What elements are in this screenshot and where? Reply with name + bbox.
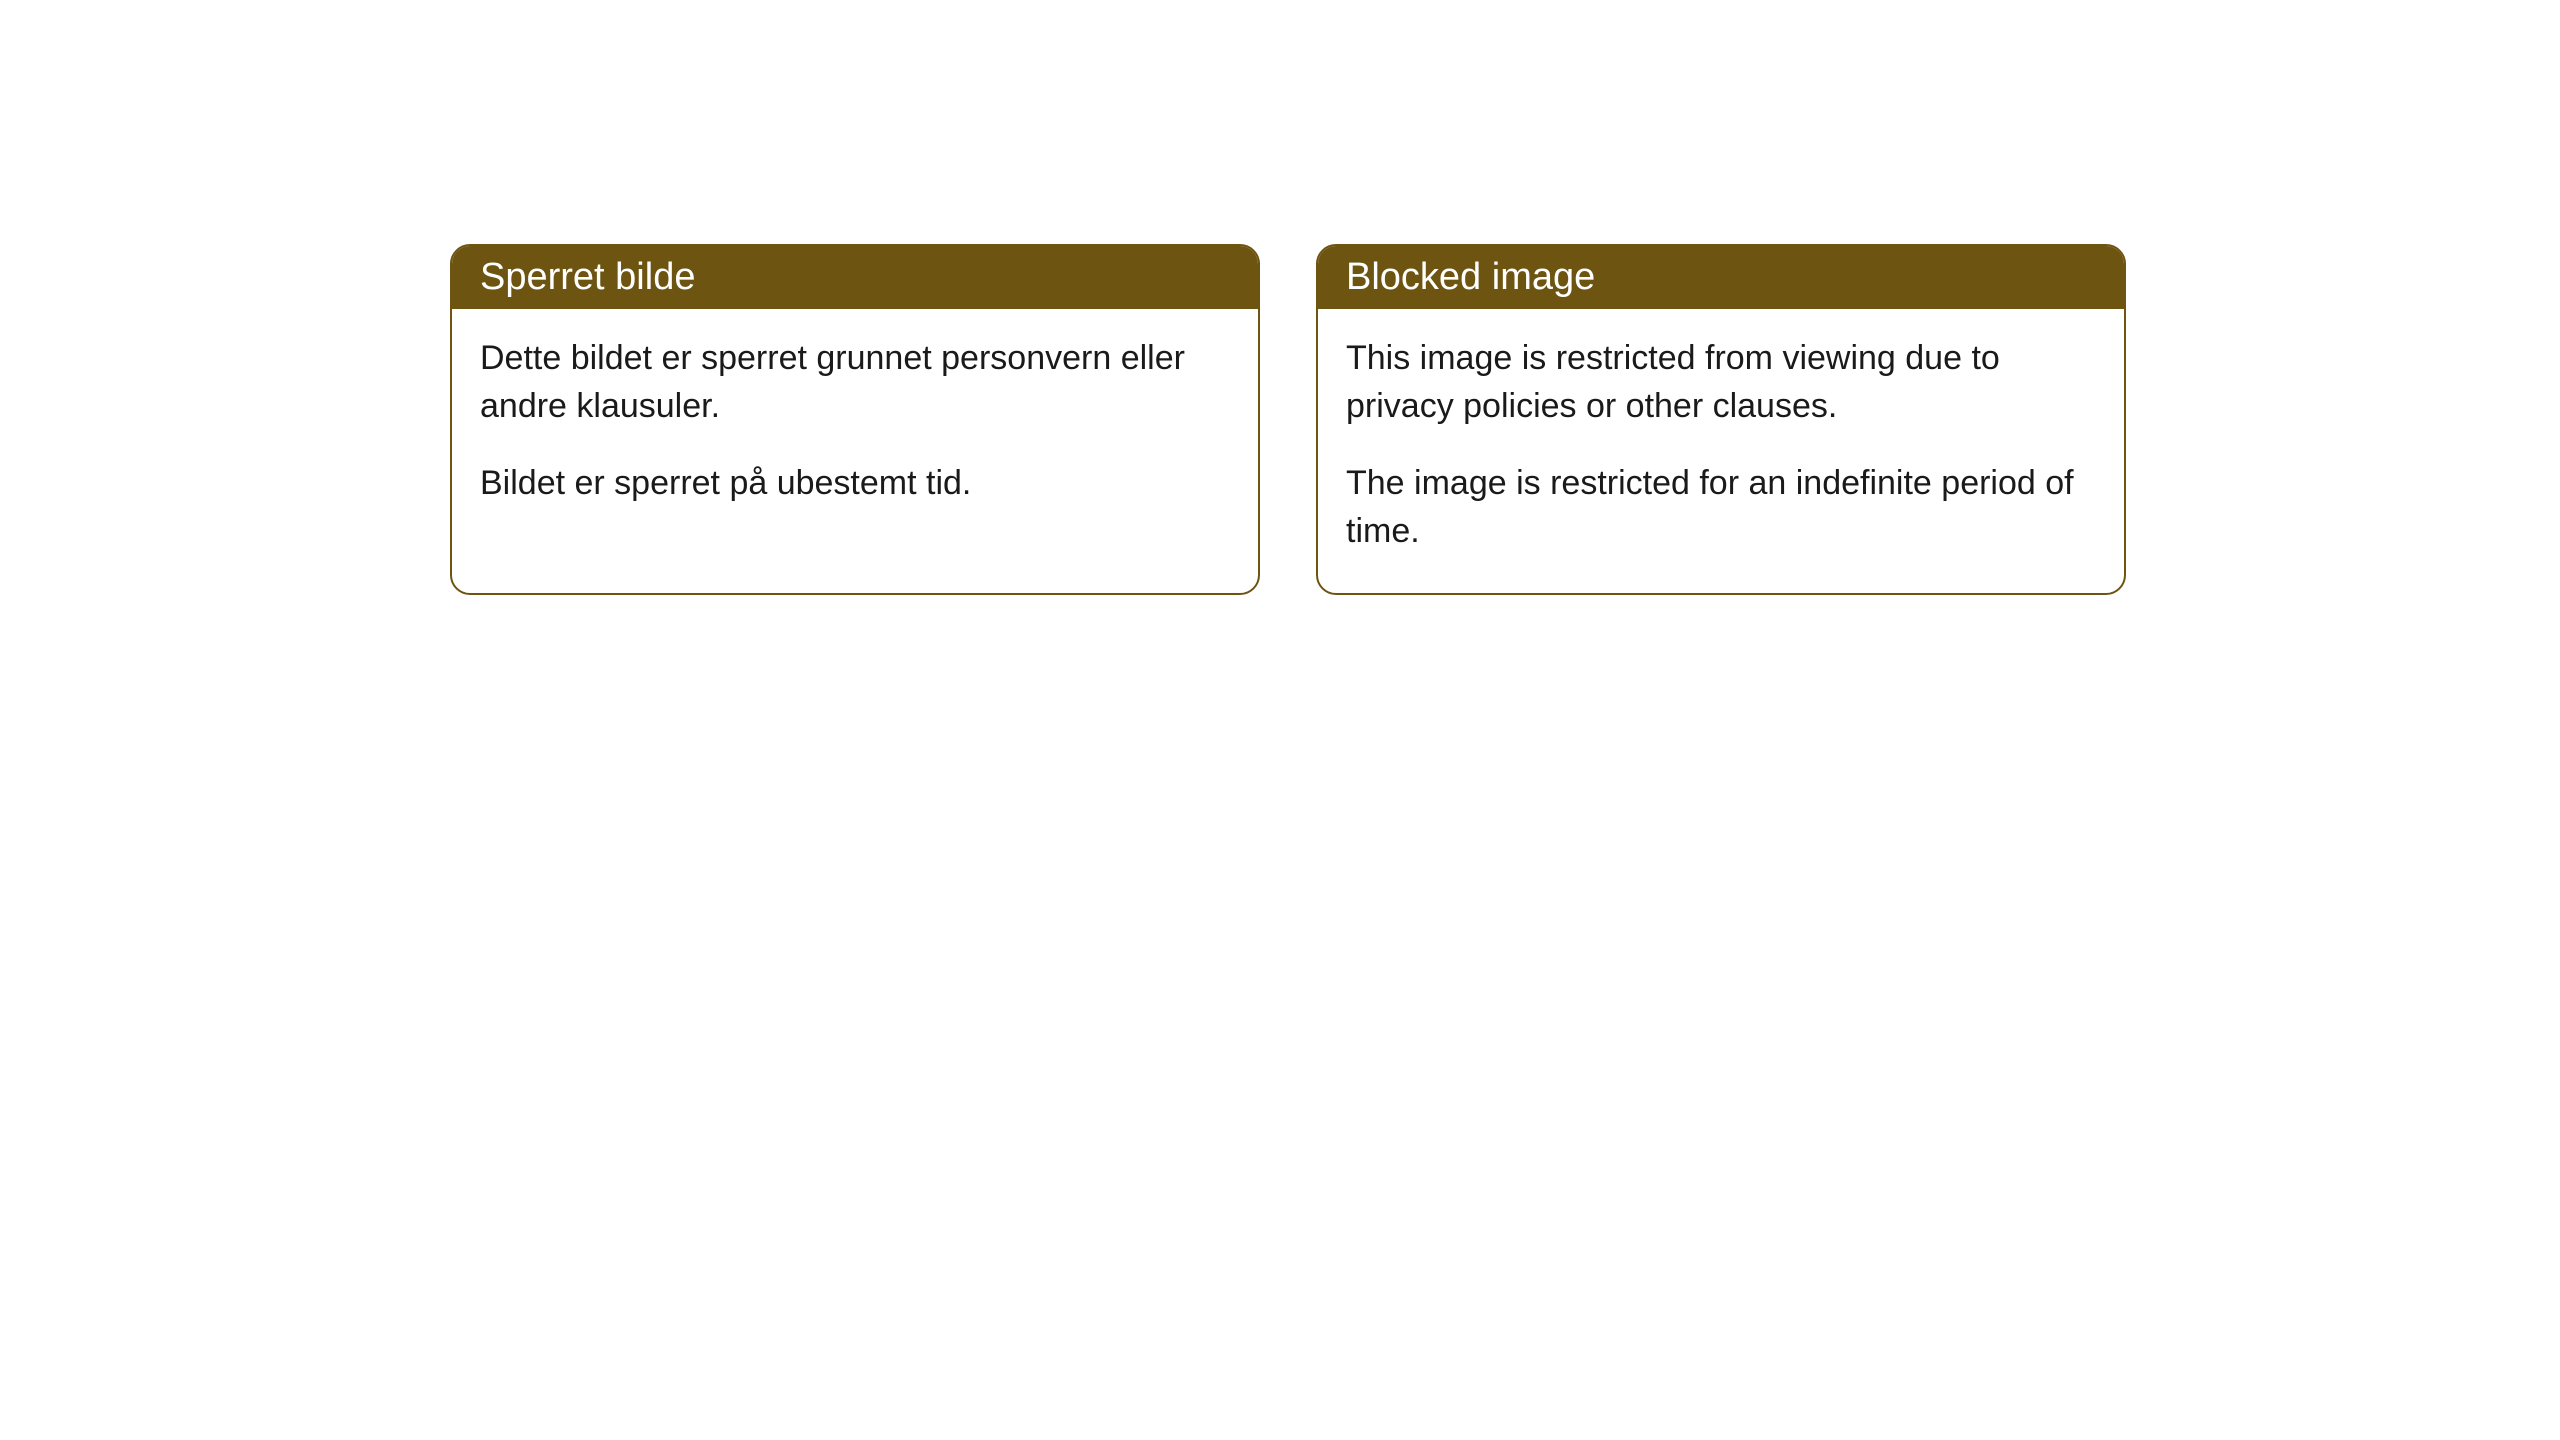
card-body-english: This image is restricted from viewing du… (1318, 309, 2124, 593)
card-paragraph: This image is restricted from viewing du… (1346, 335, 2096, 430)
card-title: Blocked image (1346, 256, 1595, 298)
notice-cards-container: Sperret bilde Dette bildet er sperret gr… (450, 244, 2126, 595)
card-body-norwegian: Dette bildet er sperret grunnet personve… (452, 309, 1258, 546)
blocked-image-card-norwegian: Sperret bilde Dette bildet er sperret gr… (450, 244, 1260, 595)
blocked-image-card-english: Blocked image This image is restricted f… (1316, 244, 2126, 595)
card-title: Sperret bilde (480, 256, 695, 298)
card-paragraph: Dette bildet er sperret grunnet personve… (480, 335, 1230, 430)
card-header-norwegian: Sperret bilde (452, 246, 1258, 309)
card-paragraph: The image is restricted for an indefinit… (1346, 460, 2096, 555)
card-header-english: Blocked image (1318, 246, 2124, 309)
card-paragraph: Bildet er sperret på ubestemt tid. (480, 460, 1230, 508)
